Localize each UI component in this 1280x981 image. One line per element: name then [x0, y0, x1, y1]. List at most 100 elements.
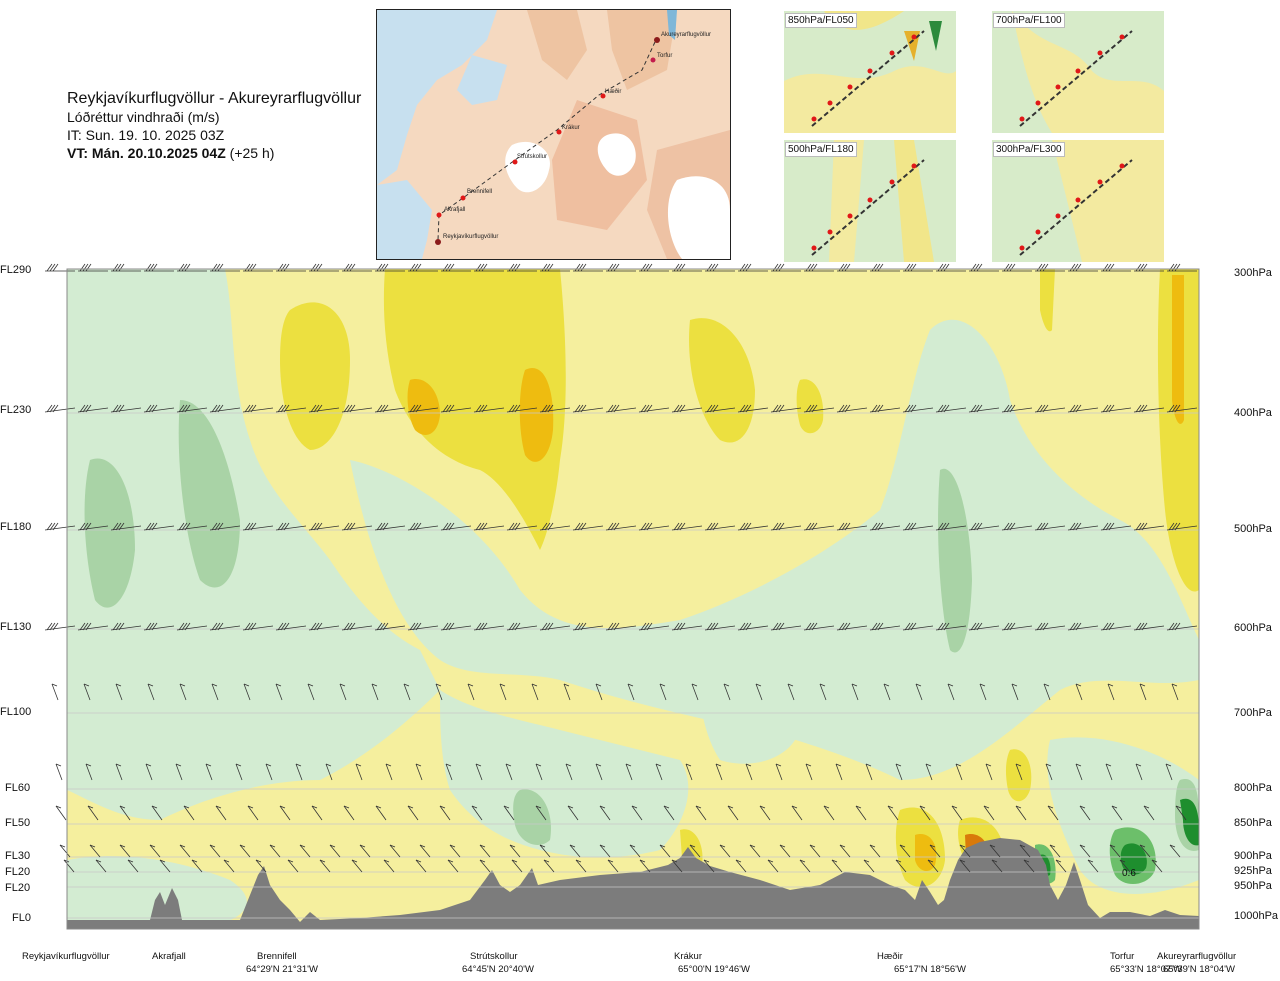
- wind-barb: [543, 859, 555, 873]
- station-coord: 64°45'N 20°40'W: [462, 964, 534, 975]
- wind-barb: [855, 805, 867, 821]
- wind-barb: [507, 263, 537, 272]
- thumb-700: 700hPa/FL100: [992, 11, 1164, 133]
- map-point-reykjavik: [435, 239, 441, 245]
- wind-barb: [629, 844, 641, 858]
- center-annotation: 0.6: [1122, 868, 1136, 879]
- wind-barb: [539, 844, 551, 858]
- station-label: Brennifell: [257, 951, 297, 962]
- station-label: Hæðir: [877, 951, 903, 962]
- wind-barb: [1087, 859, 1099, 873]
- map-point-strutskollur: [512, 159, 518, 165]
- valid-time-label: VT: Mán. 20.10.2025 04Z: [67, 145, 226, 161]
- wind-barb: [309, 263, 339, 272]
- wind-barb: [45, 263, 75, 272]
- wind-barb: [831, 859, 843, 873]
- wind-barb: [474, 263, 504, 272]
- wind-barb: [374, 622, 406, 631]
- wind-barb: [51, 683, 59, 701]
- wind-barb: [242, 522, 274, 531]
- wind-barb: [209, 522, 241, 531]
- wind-barb: [265, 763, 273, 781]
- wind-barb: [1067, 622, 1099, 631]
- wind-barb: [355, 763, 363, 781]
- wind-barb: [179, 844, 191, 858]
- wind-barb: [799, 859, 811, 873]
- wind-barb: [407, 404, 439, 413]
- station-coord: 64°29'N 21°31'W: [246, 964, 318, 975]
- fl-label: FL130: [0, 621, 32, 633]
- wind-barb: [275, 522, 307, 531]
- wind-barb: [223, 859, 235, 873]
- wind-barb: [535, 805, 547, 821]
- wind-barb: [672, 263, 702, 272]
- wind-barb: [1139, 844, 1151, 858]
- wind-barb: [715, 763, 723, 781]
- hpa-label: 800hPa: [1234, 782, 1272, 794]
- wind-barb: [77, 522, 109, 531]
- wind-barb: [275, 622, 307, 631]
- wind-barb: [865, 763, 873, 781]
- hpa-label: 1000hPa: [1234, 910, 1279, 922]
- cross-section-chart: 0.6: [44, 263, 1200, 930]
- wind-barb: [127, 859, 139, 873]
- wind-barb: [407, 522, 439, 531]
- wind-barb: [351, 859, 363, 873]
- wind-barb: [143, 522, 175, 531]
- wind-barb: [655, 763, 663, 781]
- wind-barb: [1165, 763, 1173, 781]
- station-label: Reykjavíkurflugvöllur: [22, 951, 110, 962]
- wind-barb: [1055, 859, 1067, 873]
- wind-barb: [540, 263, 570, 272]
- wind-barb: [902, 622, 934, 631]
- wind-barb: [1019, 844, 1031, 858]
- hpa-label: 500hPa: [1234, 523, 1272, 535]
- wind-barb: [506, 522, 538, 531]
- hpa-label: 850hPa: [1234, 817, 1272, 829]
- wind-barb: [985, 763, 993, 781]
- wind-barb: [499, 683, 507, 701]
- wind-barb: [89, 844, 101, 858]
- fl-label: FL30: [5, 850, 31, 862]
- wind-barb: [1035, 263, 1065, 272]
- wind-barb: [243, 683, 251, 701]
- wind-barb: [419, 844, 431, 858]
- station-label: Strútskollur: [470, 951, 518, 962]
- wind-barb: [403, 683, 411, 701]
- map-label-strutskollur: Strútskollur: [517, 154, 547, 160]
- wind-barb: [836, 622, 868, 631]
- wind-barb: [779, 844, 791, 858]
- wind-barb: [243, 263, 273, 272]
- wind-barb: [343, 805, 355, 821]
- wind-barb: [1002, 263, 1032, 272]
- wind-barb: [339, 683, 347, 701]
- wind-barb: [1075, 683, 1083, 701]
- wind-barb: [1034, 404, 1066, 413]
- wind-barb: [176, 622, 208, 631]
- route-map-svg: Reykjavíkurflugvöllur Akrafjall Brennife…: [377, 10, 730, 259]
- wind-barb: [791, 805, 803, 821]
- wind-barb: [385, 763, 393, 781]
- wind-barb: [979, 683, 987, 701]
- wind-barb: [969, 263, 999, 272]
- wind-barb: [902, 522, 934, 531]
- issue-time: IT: Sun. 19. 10. 2025 03Z: [67, 127, 225, 143]
- wind-barb: [968, 404, 1000, 413]
- wind-barb: [869, 404, 901, 413]
- thumb-500: 500hPa/FL180: [784, 140, 956, 262]
- wind-barb: [955, 763, 963, 781]
- wind-barb: [959, 859, 971, 873]
- wind-barb: [255, 859, 267, 873]
- wind-barb: [989, 844, 1001, 858]
- wind-barb: [159, 859, 171, 873]
- wind-barb: [605, 404, 637, 413]
- wind-barb: [1079, 844, 1091, 858]
- terrain-profile: [67, 838, 1199, 929]
- wind-barb: [639, 859, 651, 873]
- thumb-300-map: [992, 140, 1164, 262]
- thumb-700-map: [992, 11, 1164, 133]
- wind-barb: [1034, 622, 1066, 631]
- wind-barb: [625, 763, 633, 781]
- wind-barb: [276, 263, 306, 272]
- wind-barb: [359, 844, 371, 858]
